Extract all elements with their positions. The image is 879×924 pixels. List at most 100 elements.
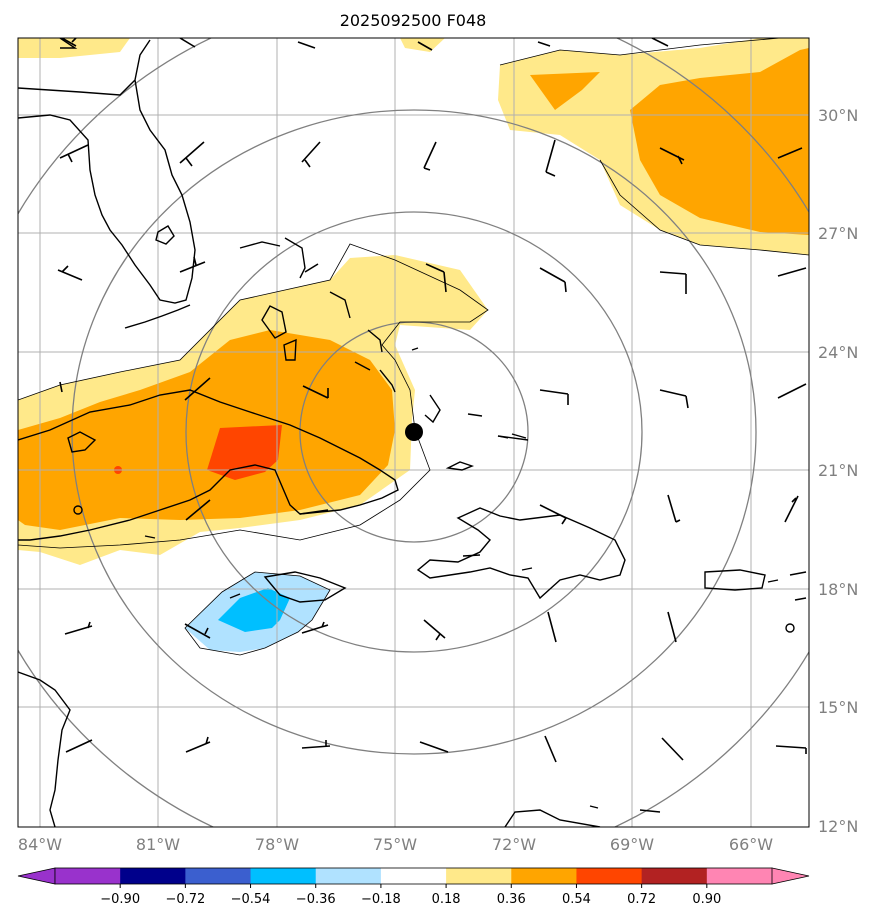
colorbar-tick-label: 0.54 [562, 892, 591, 907]
andros-2 [283, 338, 297, 361]
central-america-coast [18, 671, 71, 827]
wind-barb [539, 267, 567, 293]
colorbar-extend-high [771, 867, 810, 885]
wind-barb [302, 385, 329, 399]
lat-label: 18°N [818, 580, 858, 599]
wind-barb [59, 381, 63, 393]
wind-barb [301, 141, 321, 168]
wind-barb [64, 621, 93, 635]
wind-barb [59, 144, 89, 163]
wind-barb [184, 377, 211, 401]
colorbar-tick-label: 0.36 [497, 892, 526, 907]
wind-barb [57, 265, 83, 281]
wind-barb [545, 139, 556, 177]
lat-label: 30°N [818, 106, 858, 125]
colorbar-segment [250, 868, 317, 884]
colorbar-tick-label: 0.18 [432, 892, 461, 907]
colorbar-segment [511, 868, 577, 884]
puerto-rico-coast [704, 569, 766, 591]
florida-keys [124, 304, 191, 329]
colorbar-tick-label: −0.90 [100, 892, 140, 907]
colorbar-tick-label: 0.72 [627, 892, 656, 907]
colorbar-tick-label: −0.36 [296, 892, 336, 907]
colorbar-segment [185, 868, 252, 884]
lat-label: 15°N [818, 698, 858, 717]
wind-barb [425, 263, 447, 293]
coastlines [18, 38, 807, 827]
colorbar: −0.90 −0.72 −0.54 −0.36 −0.18 0.18 0.36 0.54 0.7… [17, 867, 810, 907]
orange-shading [18, 48, 809, 530]
wind-barbs [57, 38, 807, 763]
wind-barb [659, 389, 689, 409]
cuba-coast [18, 389, 399, 541]
thin-contours [18, 38, 809, 656]
lat-axis: 30°N 27°N 24°N 21°N 18°N 15°N 12°N [818, 106, 858, 836]
colorbar-tick-label: −0.72 [165, 892, 205, 907]
blue-shading [218, 588, 290, 632]
colorbar-tick-label: 0.90 [692, 892, 721, 907]
colorbar-extend-low [17, 867, 56, 885]
wind-barb [179, 256, 206, 273]
wind-barb [185, 499, 211, 521]
wind-barb [659, 147, 685, 165]
lat-label: 27°N [818, 224, 858, 243]
plot-area [18, 38, 809, 827]
wind-barb [301, 621, 329, 634]
wind-barb [775, 745, 807, 754]
florida-coast [18, 39, 196, 304]
wind-barb [179, 38, 196, 48]
wind-barb [784, 495, 799, 523]
jamaica-coast [263, 571, 347, 603]
lat-label: 21°N [818, 461, 858, 480]
wind-barb [777, 147, 803, 159]
lon-label: 78°W [255, 835, 299, 854]
wind-barb [537, 41, 551, 47]
lat-label: 24°N [818, 343, 858, 362]
colorbar-segment [380, 868, 447, 884]
lon-label: 72°W [492, 835, 536, 854]
wind-barb [777, 383, 807, 399]
storm-center-marker [405, 423, 423, 441]
range-rings [18, 38, 809, 827]
wind-barb [184, 623, 211, 639]
wind-barb [301, 740, 331, 749]
wind-barb [544, 735, 557, 763]
wind-barb [661, 737, 684, 761]
wind-barb [419, 741, 449, 753]
lon-label: 69°W [610, 835, 654, 854]
wind-barb [777, 267, 807, 277]
wind-barb [304, 263, 319, 273]
lat-label: 12°N [818, 817, 858, 836]
grand-bahama [239, 241, 281, 249]
colorbar-segment [315, 868, 382, 884]
wind-barb [185, 736, 211, 753]
wind-barb [61, 38, 77, 47]
wind-barb [547, 611, 557, 643]
lon-label: 84°W [18, 835, 62, 854]
lon-axis: 84°W 81°W 78°W 75°W 72°W 69°W 66°W [18, 835, 773, 854]
colorbar-segment [641, 868, 708, 884]
wind-barb [423, 619, 446, 641]
chart-title: 2025092500 F048 [340, 11, 487, 30]
gridlines [18, 38, 809, 827]
andros [261, 305, 287, 339]
eleuthera [329, 291, 351, 319]
lon-label: 66°W [729, 835, 773, 854]
wind-barb [297, 41, 316, 49]
wind-barb [539, 389, 569, 405]
colorbar-segment [446, 868, 512, 884]
wind-barb [65, 739, 93, 753]
colorbar-segment [706, 868, 773, 884]
south-america-coast [504, 805, 661, 827]
wind-barb [539, 504, 567, 525]
wind-barb [667, 494, 681, 523]
colorbar-tick-label: −0.18 [361, 892, 401, 907]
lon-label: 75°W [373, 835, 417, 854]
colorbar-tick-label: −0.54 [231, 892, 271, 907]
wind-barb [423, 141, 437, 171]
colorbar-segment [120, 868, 186, 884]
wind-barb [299, 509, 329, 515]
wind-barb [651, 38, 669, 47]
lon-label: 81°W [136, 835, 180, 854]
